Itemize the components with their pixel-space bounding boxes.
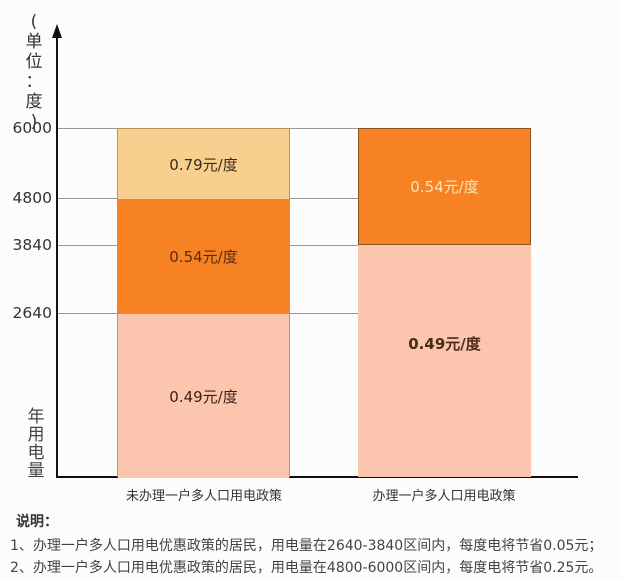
bar-segment-tier1: 0.49元/度 bbox=[358, 245, 531, 477]
segment-label: 0.54元/度 bbox=[410, 178, 479, 196]
bar-segment-tier2: 0.54元/度 bbox=[358, 128, 531, 245]
category-label-no-policy: 未办理一户多人口用电政策 bbox=[125, 489, 282, 504]
y-tick-3840: 3840 bbox=[12, 236, 52, 254]
unit-char: ( bbox=[30, 12, 38, 32]
y-axis-unit: ( 单 位 ： 度 ) bbox=[22, 12, 46, 132]
y-tick-2640: 2640 bbox=[12, 304, 52, 322]
segment-label: 0.54元/度 bbox=[169, 248, 238, 266]
unit-char: ： bbox=[25, 72, 43, 92]
notes-title: 说明： bbox=[16, 514, 58, 530]
note-item-1: 1、办理一户多人口用电优惠政策的居民，用电量在2640-3840区间内，每度电将… bbox=[10, 538, 603, 554]
y-tick-4800: 4800 bbox=[12, 189, 52, 207]
note-item-2: 2、办理一户多人口用电优惠政策的居民，用电量在4800-6000区间内，每度电将… bbox=[10, 560, 603, 576]
unit-char: 位 bbox=[25, 52, 43, 72]
ylabel-char: 电 bbox=[27, 443, 45, 463]
y-axis bbox=[56, 30, 58, 478]
segment-label: 0.49元/度 bbox=[408, 335, 481, 353]
unit-char: ) bbox=[30, 112, 38, 132]
ylabel-char: 量 bbox=[27, 461, 45, 481]
segment-label: 0.49元/度 bbox=[169, 387, 238, 406]
unit-char: 度 bbox=[25, 92, 43, 112]
y-axis-label: 年 用 电 量 bbox=[26, 408, 46, 480]
bar-segment-tier3: 0.79元/度 bbox=[118, 129, 289, 199]
bar-no-policy: 0.79元/度 0.54元/度 0.49元/度 bbox=[117, 128, 290, 478]
x-axis bbox=[56, 476, 578, 478]
bar-segment-tier2: 0.54元/度 bbox=[118, 199, 289, 314]
category-label-with-policy: 办理一户多人口用电政策 bbox=[372, 489, 516, 504]
y-tick-6000: 6000 bbox=[12, 119, 52, 137]
bar-with-policy: 0.54元/度 0.49元/度 bbox=[358, 128, 531, 477]
ylabel-char: 年 bbox=[27, 407, 45, 427]
bar-segment-tier1: 0.49元/度 bbox=[118, 314, 289, 478]
segment-label: 0.79元/度 bbox=[169, 155, 238, 174]
unit-char: 单 bbox=[25, 32, 43, 52]
ylabel-char: 用 bbox=[27, 425, 45, 445]
